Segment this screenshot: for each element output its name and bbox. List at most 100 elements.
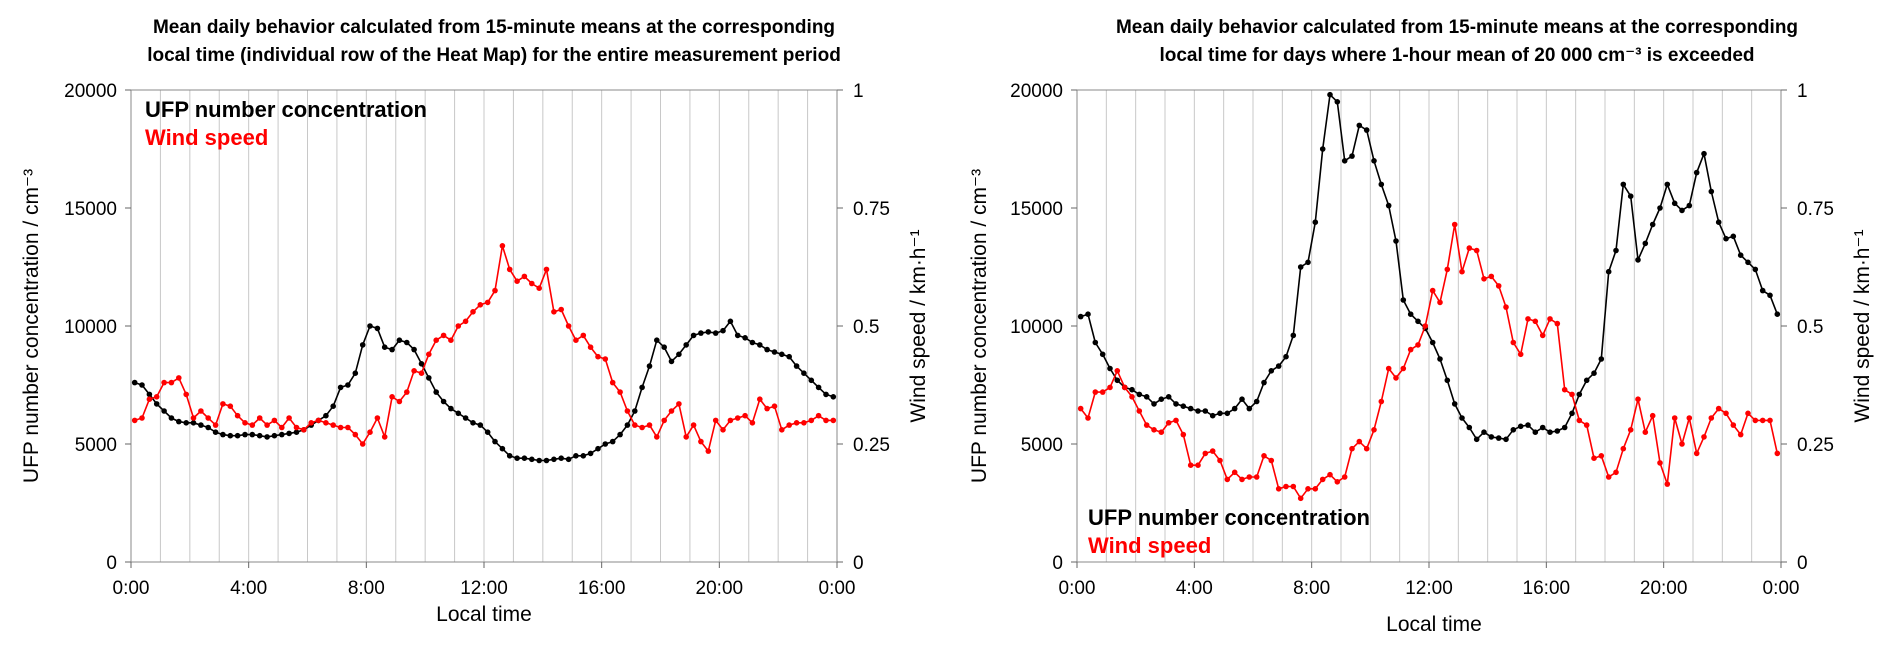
right-chart-ufp-concentration-point: [1224, 410, 1231, 417]
right-chart-ufp-concentration-point: [1605, 268, 1612, 275]
left-chart-ufp-concentration-point: [168, 415, 175, 421]
right-chart-ufp-concentration-point: [1334, 99, 1341, 105]
left-chart-ufp-concentration-point: [771, 349, 778, 355]
right-chart-ufp-concentration-point: [1693, 169, 1700, 176]
right-chart-wind-speed-point: [1239, 476, 1245, 483]
left-chart-wind-speed-point: [521, 273, 528, 280]
left-chart-wind-speed-point: [661, 417, 667, 424]
left-chart-wind-speed-point: [771, 403, 778, 410]
right-chart-wind-speed-point: [1605, 474, 1612, 480]
right-chart-ufp-concentration-point: [1510, 427, 1517, 433]
right-chart-wind-speed-point: [1415, 342, 1421, 348]
right-chart-wind-speed-point: [1613, 469, 1619, 476]
right-chart-wind-speed-point: [1635, 396, 1641, 403]
right-chart-ufp-concentration-point: [1539, 424, 1546, 431]
right-chart-ufp-concentration-point: [1547, 429, 1553, 436]
left-chart-wind-speed-point: [330, 422, 337, 428]
right-chart-ufp-concentration-point: [1297, 264, 1304, 270]
left-chart-ufp-concentration-point: [551, 456, 557, 463]
right-chart-ufp-concentration-point: [1202, 408, 1209, 414]
right-chart-wind-speed-point: [1246, 474, 1253, 480]
left-chart-wind-speed-point: [727, 417, 734, 424]
left-chart-wind-speed-point: [734, 415, 741, 421]
right-chart-ufp-concentration-point: [1195, 408, 1201, 414]
right-chart-x-tick-label: 8:00: [1293, 578, 1330, 599]
left-chart-ufp-concentration-point: [639, 384, 645, 391]
left-chart-wind-speed-point: [359, 441, 366, 447]
right-chart-ufp-concentration-point: [1459, 415, 1465, 421]
left-chart-panel: Mean daily behavior calculated from 15-m…: [20, 17, 930, 626]
left-chart-wind-speed-point: [551, 309, 557, 315]
left-chart-wind-speed-point: [801, 420, 807, 426]
left-chart-ufp-concentration-point: [558, 455, 564, 462]
right-chart-ufp-concentration-point: [1312, 219, 1319, 225]
left-chart-legend-wind: Wind speed: [145, 125, 268, 150]
right-chart-wind-speed-point: [1290, 483, 1297, 490]
left-chart-wind-speed-point: [367, 429, 373, 436]
left-chart-y-tick-label: 0: [106, 553, 117, 574]
right-chart-wind-speed-point: [1400, 365, 1407, 372]
left-chart-ufp-concentration-point: [330, 403, 337, 410]
left-chart-wind-speed-point: [190, 415, 197, 421]
left-chart-wind-speed-point: [705, 448, 712, 454]
right-chart-wind-speed-point: [1517, 351, 1524, 358]
left-chart-ufp-concentration-point: [404, 339, 410, 346]
right-chart-x-tick-label: 20:00: [1640, 578, 1688, 599]
right-chart-ufp-concentration-point: [1730, 233, 1737, 240]
right-chart-ufp-concentration-point: [1407, 311, 1414, 318]
right-chart-ufp-concentration-point: [1327, 91, 1333, 98]
right-chart-wind-speed-point: [1356, 438, 1363, 445]
right-chart-ufp-concentration-point: [1415, 318, 1421, 325]
right-chart-wind-speed-point: [1092, 389, 1099, 395]
right-chart-wind-speed-point: [1217, 457, 1223, 464]
right-chart-ufp-concentration-point: [1400, 297, 1407, 303]
left-chart-wind-speed-point: [462, 318, 469, 325]
left-chart-wind-speed-point: [440, 332, 447, 339]
left-chart-y-tick-label: 15000: [64, 199, 117, 220]
right-chart-wind-speed-point: [1407, 346, 1414, 353]
right-chart-y-axis-label: UFP number concentration / cm⁻³: [968, 169, 991, 483]
right-chart-y2-tick-label: 0: [1797, 553, 1808, 574]
left-chart-y-tick-label: 10000: [64, 317, 117, 338]
left-chart-wind-speed-point: [227, 403, 234, 410]
left-chart-ufp-concentration-point: [543, 457, 550, 464]
right-chart-series: [1077, 91, 1781, 502]
right-chart-wind-speed-point: [1466, 245, 1473, 251]
right-chart-wind-speed-point: [1363, 445, 1370, 452]
left-chart-wind-speed-point: [404, 389, 410, 395]
left-chart-wind-speed-point: [484, 299, 491, 306]
left-chart-ufp-concentration-point: [580, 453, 587, 459]
right-chart-wind-speed-point: [1253, 474, 1260, 480]
left-chart-ufp-concentration-point: [462, 415, 469, 421]
right-chart-wind-speed-point: [1488, 273, 1495, 280]
left-chart-x-tick-label: 0:00: [113, 578, 150, 599]
left-chart-wind-speed-point: [433, 337, 440, 344]
right-chart-wind-speed-point: [1312, 486, 1319, 492]
left-chart-x-tick-label: 20:00: [696, 578, 744, 599]
right-chart-ufp-concentration-point: [1723, 235, 1729, 242]
right-chart-ufp-concentration-point: [1305, 259, 1311, 266]
right-chart-wind-speed-point: [1598, 453, 1605, 459]
left-chart-ufp-concentration-point: [426, 375, 432, 381]
right-chart-ufp-concentration-point: [1745, 259, 1751, 266]
left-chart-ufp-concentration-point: [742, 335, 748, 341]
right-chart-ufp-concentration-point: [1767, 292, 1773, 299]
right-chart-ufp-concentration-point: [1554, 428, 1561, 434]
right-chart-ufp-concentration-point: [1187, 405, 1194, 412]
left-chart-wind-speed-point: [690, 422, 697, 428]
left-chart-ufp-concentration-point: [359, 342, 366, 348]
right-chart-ufp-concentration-point: [1466, 424, 1473, 431]
right-chart-wind-speed-point: [1143, 422, 1150, 428]
right-chart-x-tick-label: 4:00: [1176, 578, 1213, 599]
right-chart-wind-speed-point: [1209, 448, 1216, 454]
right-chart-wind-speed-point: [1327, 471, 1333, 478]
left-chart-ufp-concentration-point: [345, 382, 351, 388]
right-chart-ufp-concentration-point: [1107, 365, 1113, 372]
left-chart-ufp-concentration-point: [286, 430, 292, 437]
left-chart-ufp-concentration-point: [448, 405, 454, 412]
left-chart-wind-speed-point: [234, 412, 241, 419]
right-chart-ufp-concentration-point: [1671, 200, 1678, 207]
right-chart-ufp-concentration-point: [1143, 394, 1150, 400]
right-chart-wind-speed-point: [1503, 304, 1509, 310]
right-chart-ufp-concentration-point: [1591, 370, 1597, 377]
